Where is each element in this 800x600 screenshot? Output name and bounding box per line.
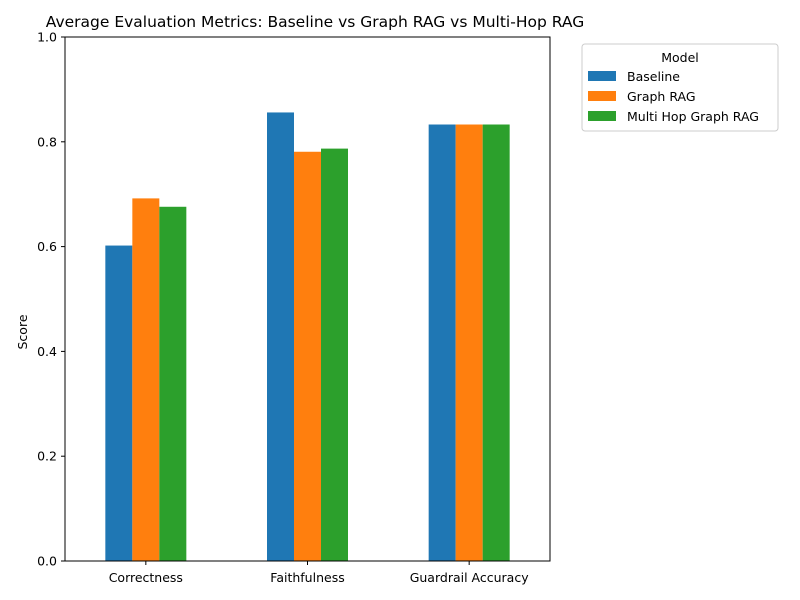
chart-title: Average Evaluation Metrics: Baseline vs … <box>46 13 584 31</box>
bar-baseline-correctness <box>105 245 133 561</box>
legend-swatch <box>588 91 616 101</box>
legend-swatch <box>588 71 616 81</box>
bar-multi-hop-graph-rag-faithfulness <box>321 148 348 561</box>
legend-entry: Graph RAG <box>627 89 696 104</box>
bar-graph-rag-correctness <box>132 198 160 561</box>
bar-graph-rag-guardrail-accuracy <box>455 124 483 562</box>
x-tick-label: Faithfulness <box>270 570 344 585</box>
x-tick-label: Correctness <box>109 570 183 585</box>
legend-entry: Baseline <box>627 69 680 84</box>
axes-frame <box>64 36 551 562</box>
y-tick-label: 0.6 <box>37 239 57 254</box>
legend: Model Baseline Graph RAG Multi Hop Graph R… <box>581 43 779 132</box>
legend-frame <box>581 43 779 132</box>
y-tick-label: 1.0 <box>37 30 57 45</box>
y-tick-label: 0.2 <box>37 449 57 464</box>
y-tick-label: 0.0 <box>37 554 57 569</box>
legend-swatch <box>588 111 616 121</box>
bar-baseline-guardrail-accuracy <box>428 124 456 562</box>
y-axis-label: Score <box>15 314 30 349</box>
y-tick-label: 0.4 <box>37 344 57 359</box>
plot-area: Correctness Faithfulness Guardrail Accurac… <box>37 30 551 585</box>
x-tick-label: Guardrail Accuracy <box>410 570 530 585</box>
bar-multi-hop-graph-rag-correctness <box>159 206 187 561</box>
legend-title: Model <box>661 50 699 65</box>
bar-multi-hop-graph-rag-guardrail-accuracy <box>482 124 510 562</box>
legend-entry: Multi Hop Graph RAG <box>627 109 759 124</box>
y-tick-label: 0.8 <box>37 134 57 149</box>
bar-graph-rag-faithfulness <box>294 151 321 562</box>
bar-baseline-faithfulness <box>267 112 294 562</box>
